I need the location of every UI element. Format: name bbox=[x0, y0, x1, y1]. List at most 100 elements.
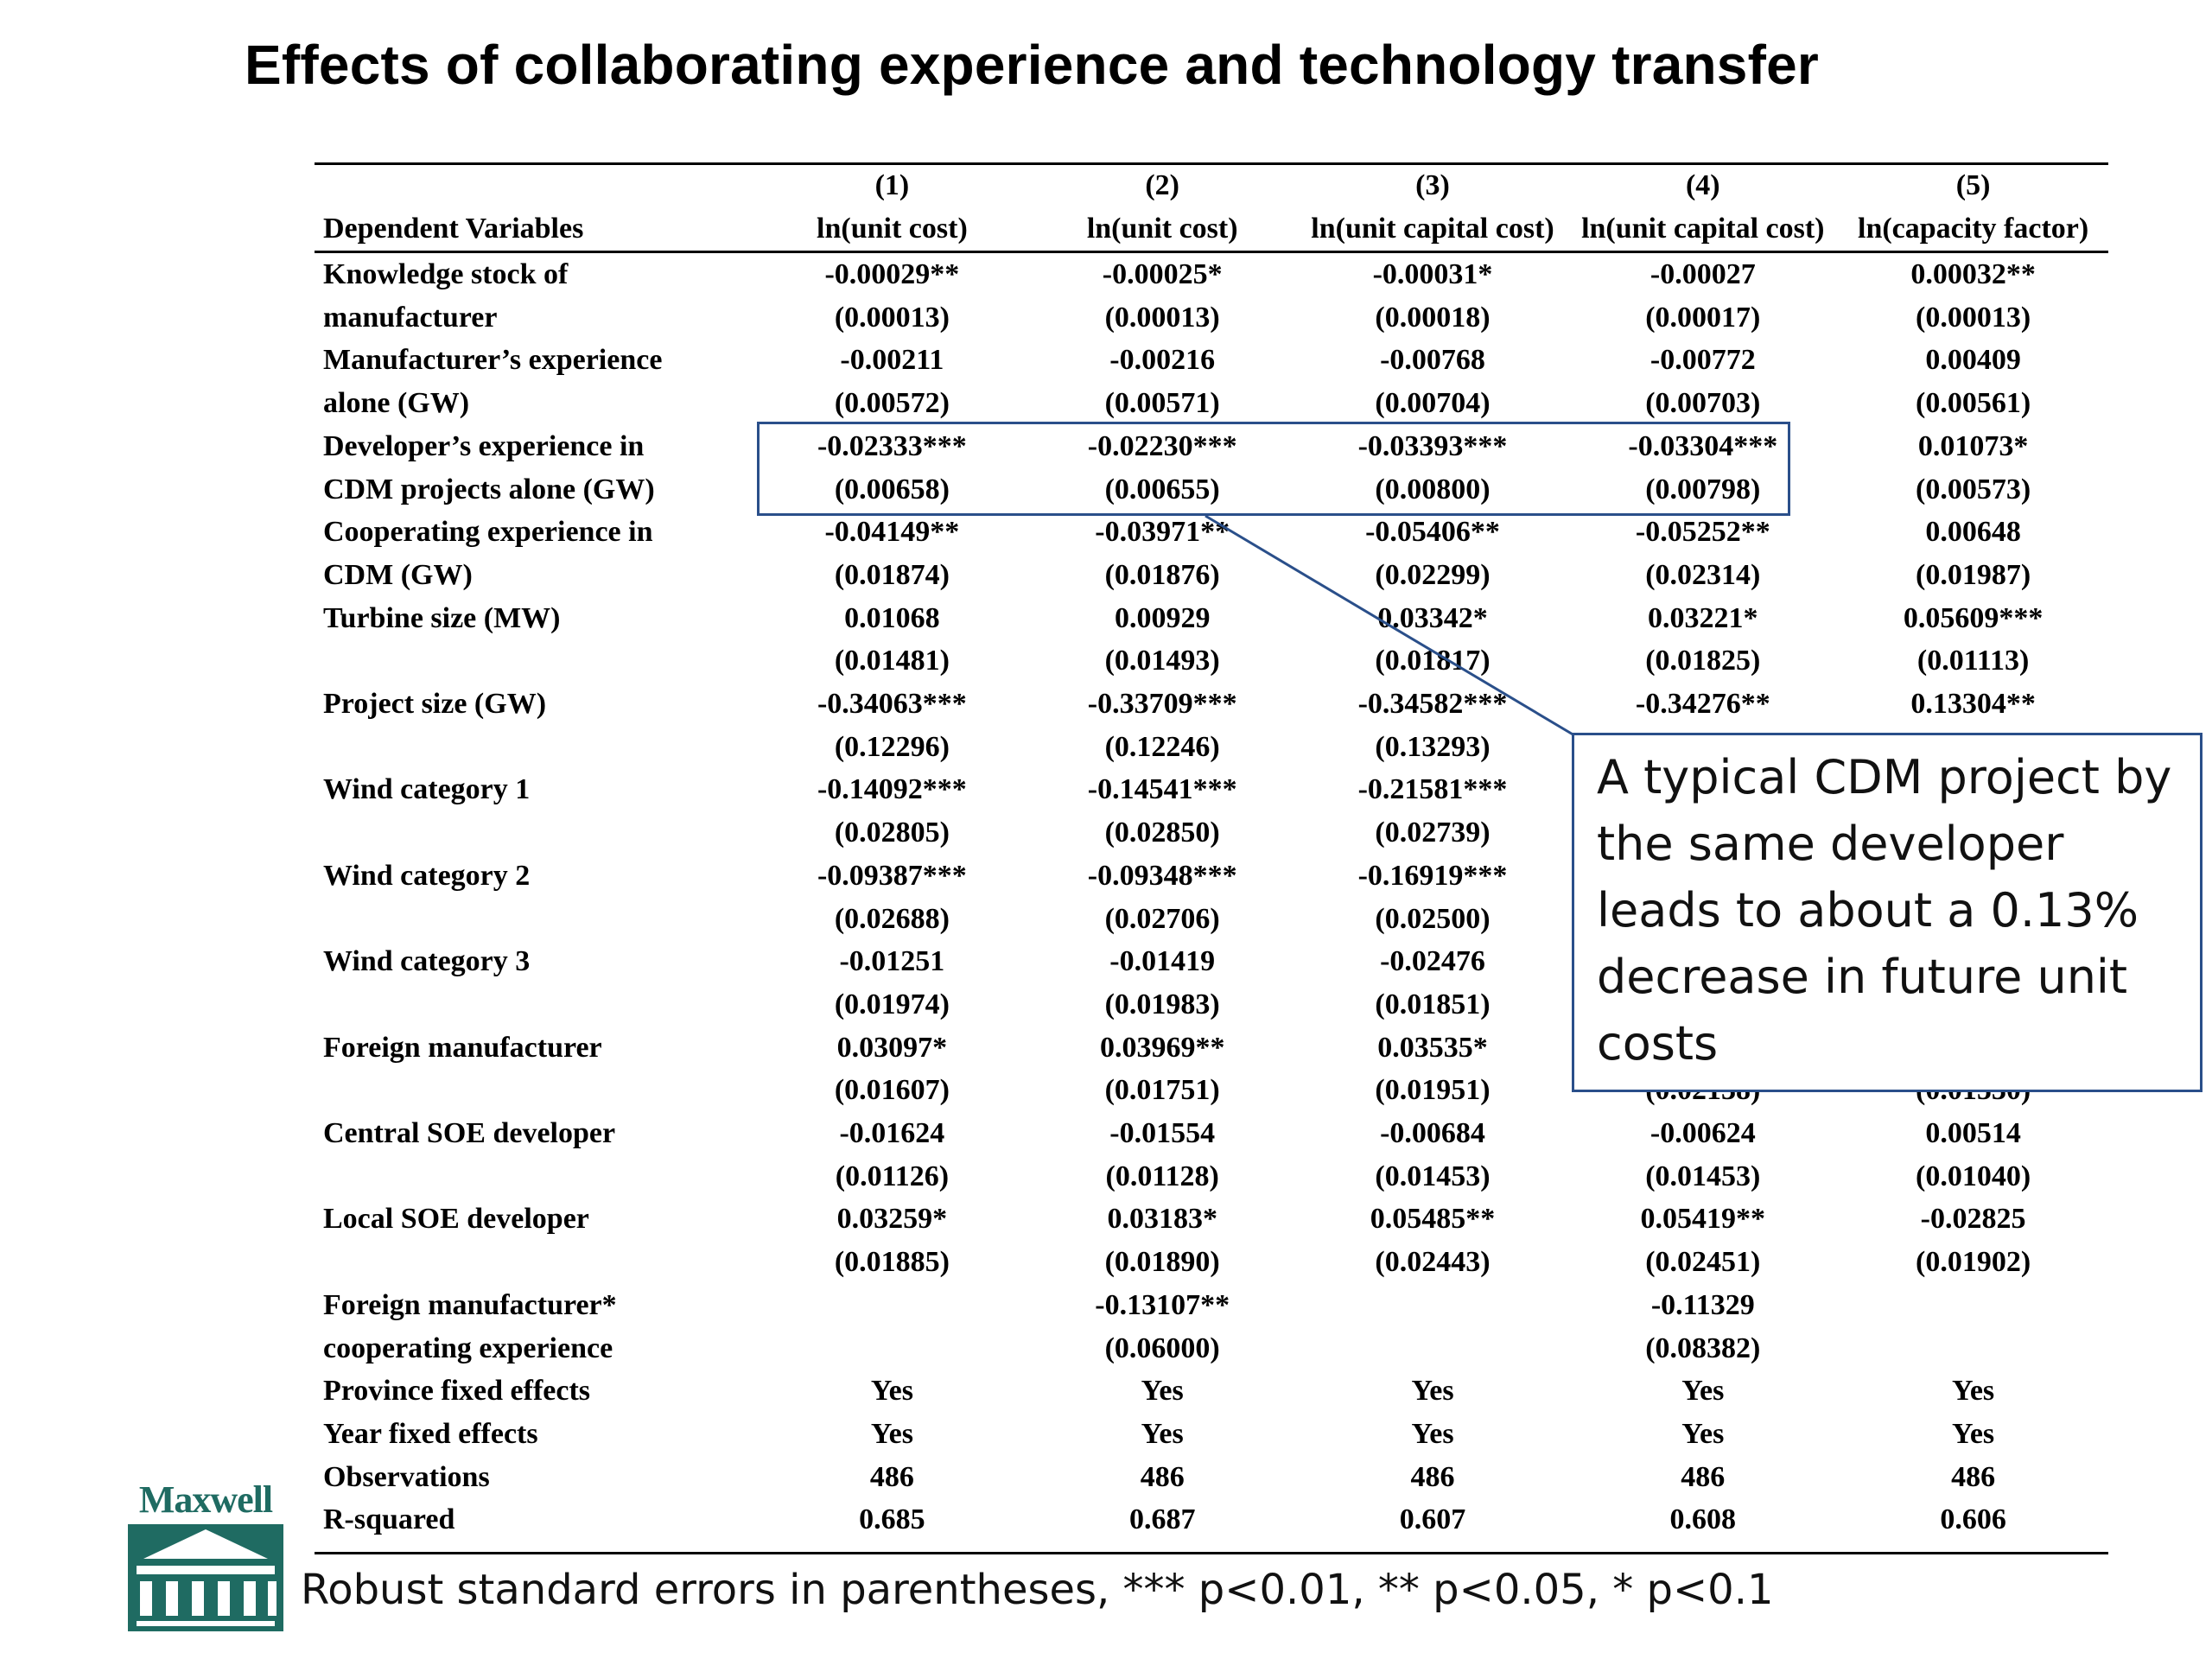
table-cell: -0.05406** bbox=[1365, 516, 1500, 549]
row-label: Wind category 3 bbox=[323, 945, 531, 978]
table-cell: (0.01481) bbox=[834, 645, 950, 677]
row-label: alone (GW) bbox=[323, 387, 470, 420]
row-label: Central SOE developer bbox=[323, 1117, 616, 1150]
table-cell: (0.02739) bbox=[1375, 817, 1491, 849]
regression-table: (1) (2) (3) (4) (5) Dependent Variables … bbox=[315, 164, 2108, 1541]
table-cell: 0.00409 bbox=[1925, 344, 2021, 377]
table-row: Year fixed effects Yes Yes Yes Yes Yes bbox=[315, 1413, 2108, 1456]
table-cell: 0.03221* bbox=[1648, 601, 1758, 634]
header-corner bbox=[315, 164, 757, 207]
row-label bbox=[315, 1155, 757, 1198]
row-label: Wind category 2 bbox=[323, 859, 531, 892]
table-cell: (0.01974) bbox=[834, 988, 950, 1020]
table-row: Manufacturer’s experience -0.00211 -0.0021… bbox=[315, 339, 2108, 382]
table-cell: 0.05609*** bbox=[1903, 601, 2044, 634]
table-cell: 0.03535* bbox=[1377, 1031, 1488, 1064]
callout-box: A typical CDM project by the same develo… bbox=[1572, 733, 2202, 1092]
column-name: ln(capacity factor) bbox=[1838, 207, 2108, 253]
table-cell: 0.01068 bbox=[844, 601, 940, 634]
row-label: Year fixed effects bbox=[323, 1417, 538, 1450]
table-cell: (0.01890) bbox=[1104, 1246, 1220, 1279]
table-bottom-rule bbox=[315, 1552, 2108, 1554]
table-cell: -0.00025* bbox=[1102, 258, 1223, 290]
table-cell: Yes bbox=[870, 1375, 913, 1408]
table-cell: 0.05485** bbox=[1370, 1203, 1496, 1236]
row-label: Province fixed effects bbox=[323, 1375, 591, 1408]
table-row: Foreign manufacturer 0.03097* 0.03969** 0.0… bbox=[315, 1027, 2108, 1070]
table-cell: (0.02850) bbox=[1104, 817, 1220, 849]
table-cell: 0.606 bbox=[1940, 1503, 2006, 1536]
table-cell bbox=[1298, 1284, 1568, 1327]
row-label: Wind category 1 bbox=[323, 773, 531, 806]
table-cell: (0.02451) bbox=[1645, 1246, 1761, 1279]
table-row: (0.02805) (0.02850) (0.02739) bbox=[315, 811, 2108, 855]
column-number: (2) bbox=[1145, 169, 1180, 201]
table-cell: (0.00013) bbox=[1104, 301, 1220, 334]
table-cell: (0.02314) bbox=[1645, 558, 1761, 591]
table-row: Wind category 2 -0.09387*** -0.09348*** -0.… bbox=[315, 855, 2108, 898]
table-cell: -0.09348*** bbox=[1087, 859, 1237, 892]
table-cell bbox=[1838, 1327, 2108, 1370]
table-cell: (0.00018) bbox=[1375, 301, 1491, 334]
table-cell: -0.00211 bbox=[840, 344, 944, 377]
columns-icon bbox=[128, 1524, 283, 1631]
row-label: Developer’s experience in bbox=[323, 429, 645, 462]
table-cell: (0.01113) bbox=[1916, 645, 2030, 677]
table-row: Cooperating experience in -0.04149** -0.03… bbox=[315, 511, 2108, 554]
row-label: Local SOE developer bbox=[323, 1203, 589, 1236]
row-label: manufacturer bbox=[323, 301, 498, 334]
table-row: (0.02688) (0.02706) (0.02500) bbox=[315, 898, 2108, 941]
row-label: CDM (GW) bbox=[323, 558, 473, 591]
table-cell: 0.00929 bbox=[1114, 601, 1211, 634]
table-cell: -0.00768 bbox=[1380, 344, 1485, 377]
table-cell bbox=[757, 1284, 1027, 1327]
table-row: (0.01974) (0.01983) (0.01851) bbox=[315, 983, 2108, 1027]
table-row: (0.01126) (0.01128) (0.01453) (0.01453) (0.0… bbox=[315, 1155, 2108, 1198]
table-cell: (0.02706) bbox=[1104, 902, 1220, 935]
table-cell: Yes bbox=[1681, 1417, 1725, 1450]
table-cell: -0.02333*** bbox=[817, 429, 967, 462]
table-cell: (0.02500) bbox=[1375, 902, 1491, 935]
table-cell: (0.00013) bbox=[1916, 301, 2031, 334]
column-number: (1) bbox=[874, 169, 910, 201]
table-row: CDM (GW) (0.01874) (0.01876) (0.02299) (0.02… bbox=[315, 554, 2108, 597]
table-row: Knowledge stock of -0.00029** -0.00025* -0.… bbox=[315, 252, 2108, 296]
table-cell: (0.00798) bbox=[1645, 473, 1761, 505]
table-cell: -0.34276** bbox=[1635, 688, 1770, 721]
table-row: (0.12296) (0.12246) (0.13293) bbox=[315, 726, 2108, 769]
table-cell: (0.02805) bbox=[834, 817, 950, 849]
row-label bbox=[315, 811, 757, 855]
column-number: (5) bbox=[1955, 169, 1991, 201]
table-cell: -0.05252** bbox=[1635, 516, 1770, 549]
table-cell: (0.01951) bbox=[1375, 1074, 1491, 1107]
column-name: ln(unit cost) bbox=[757, 207, 1027, 253]
table-cell: Yes bbox=[1681, 1375, 1725, 1408]
table-cell: -0.16919*** bbox=[1357, 859, 1508, 892]
table-cell: -0.13107** bbox=[1095, 1288, 1230, 1321]
table-cell: -0.00684 bbox=[1380, 1117, 1485, 1150]
table-cell: -0.09387*** bbox=[817, 859, 967, 892]
table-cell: (0.00704) bbox=[1375, 387, 1491, 420]
table-cell: 486 bbox=[1410, 1460, 1455, 1493]
row-label: Project size (GW) bbox=[323, 688, 547, 721]
table-cell: -0.02230*** bbox=[1087, 429, 1237, 462]
column-number-row: (1) (2) (3) (4) (5) bbox=[315, 164, 2108, 207]
row-label bbox=[315, 898, 757, 941]
table-cell: -0.01251 bbox=[839, 945, 945, 978]
table-cell bbox=[1838, 1284, 2108, 1327]
table-cell: 486 bbox=[869, 1460, 914, 1493]
table-cell: 0.05419** bbox=[1640, 1203, 1766, 1236]
table-row: manufacturer (0.00013) (0.00013) (0.00018) (… bbox=[315, 296, 2108, 340]
table-cell: -0.14541*** bbox=[1087, 773, 1237, 806]
table-cell: (0.01751) bbox=[1104, 1074, 1220, 1107]
table-row: Wind category 3 -0.01251 -0.01419 -0.02476 bbox=[315, 940, 2108, 983]
table-cell: -0.01554 bbox=[1109, 1117, 1216, 1150]
table-cell: (0.01126) bbox=[835, 1160, 950, 1192]
table-cell: -0.11329 bbox=[1650, 1288, 1755, 1321]
table-cell: -0.00029** bbox=[824, 258, 960, 290]
table-cell: 0.03342* bbox=[1377, 601, 1488, 634]
table-cell: (0.01902) bbox=[1916, 1246, 2031, 1279]
table-cell: Yes bbox=[1141, 1417, 1184, 1450]
table-cell: -0.03393*** bbox=[1357, 429, 1508, 462]
table-cell: (0.01987) bbox=[1916, 558, 2031, 591]
